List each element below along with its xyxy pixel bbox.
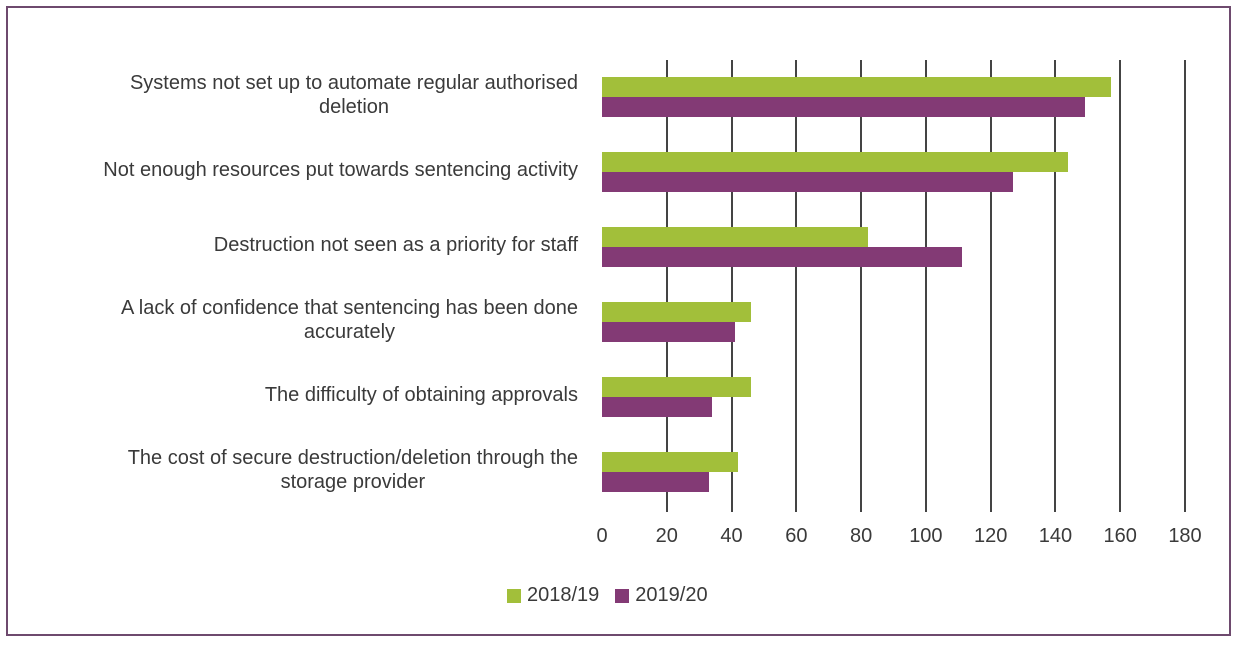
x-tick-label: 180 xyxy=(1168,525,1202,547)
gridline xyxy=(1054,60,1057,512)
legend-label: 2018/19 xyxy=(527,584,600,606)
legend-label: 2019/20 xyxy=(635,584,708,606)
bar-2019-20 xyxy=(602,472,709,492)
bar-2018-19 xyxy=(602,227,868,247)
bar-2018-19 xyxy=(602,377,751,397)
category-label: Not enough resources put towards sentenc… xyxy=(103,159,578,181)
bar-2019-20 xyxy=(602,97,1085,117)
gridline xyxy=(665,60,668,512)
bar-2019-20 xyxy=(602,322,735,342)
legend-swatch-icon xyxy=(507,588,521,603)
category-label: The cost of secure destruction/deletion … xyxy=(127,447,578,493)
bar-2018-19 xyxy=(602,152,1069,172)
legend: 2018/19 2019/20 xyxy=(507,584,724,607)
category-label: Destruction not seen as a priority for s… xyxy=(213,234,578,256)
legend-item: 2018/19 xyxy=(507,584,599,607)
gridline xyxy=(1184,60,1186,512)
bar-2019-20 xyxy=(602,247,962,267)
legend-item: 2019/20 xyxy=(615,584,708,607)
bar-2018-19 xyxy=(602,77,1111,97)
gridline xyxy=(860,60,863,512)
category-label: A lack of confidence that sentencing has… xyxy=(120,297,578,343)
bar-2018-19 xyxy=(602,452,739,472)
gridline xyxy=(989,60,992,512)
x-tick-label: 120 xyxy=(973,525,1008,547)
x-tick-label: 80 xyxy=(849,525,873,547)
x-tick-label: 160 xyxy=(1103,525,1137,547)
gridline xyxy=(1119,60,1122,512)
bar-2019-20 xyxy=(602,397,713,417)
category-label: The difficulty of obtaining approvals xyxy=(264,384,578,406)
bar-2018-19 xyxy=(602,302,751,322)
x-tick-label: 60 xyxy=(785,525,808,547)
category-label: Systems not set up to automate regular a… xyxy=(129,72,578,118)
gridline xyxy=(795,60,798,512)
x-tick-label: 20 xyxy=(655,525,678,547)
bar-2019-20 xyxy=(602,172,1014,192)
plot-area xyxy=(602,60,1186,512)
x-tick-label: 100 xyxy=(909,525,943,547)
legend-swatch-icon xyxy=(615,588,630,603)
chart-frame xyxy=(6,6,1231,636)
gridline xyxy=(730,60,733,512)
x-tick-label: 40 xyxy=(720,525,743,547)
gridline xyxy=(924,60,927,512)
x-tick-label: 140 xyxy=(1038,525,1073,547)
x-tick-label: 0 xyxy=(596,525,608,547)
